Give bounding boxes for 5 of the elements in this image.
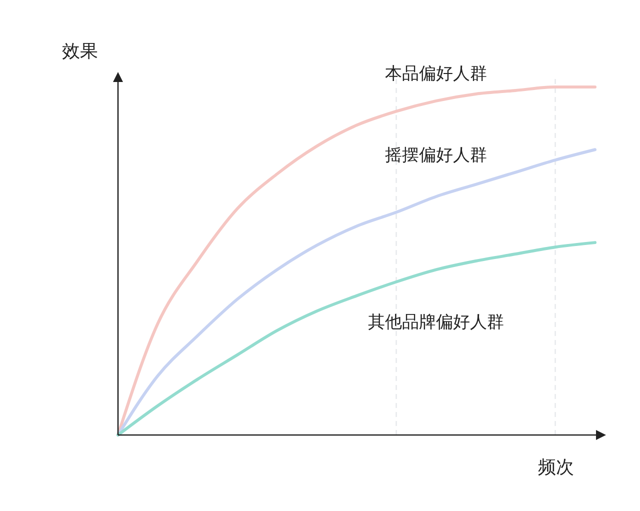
y-axis-title: 效果: [62, 41, 98, 62]
x-axis-title: 频次: [538, 457, 574, 478]
series-label: 摇摆偏好人群: [385, 146, 487, 166]
series-label: 本品偏好人群: [385, 64, 487, 84]
series-label: 其他品牌偏好人群: [368, 312, 504, 333]
